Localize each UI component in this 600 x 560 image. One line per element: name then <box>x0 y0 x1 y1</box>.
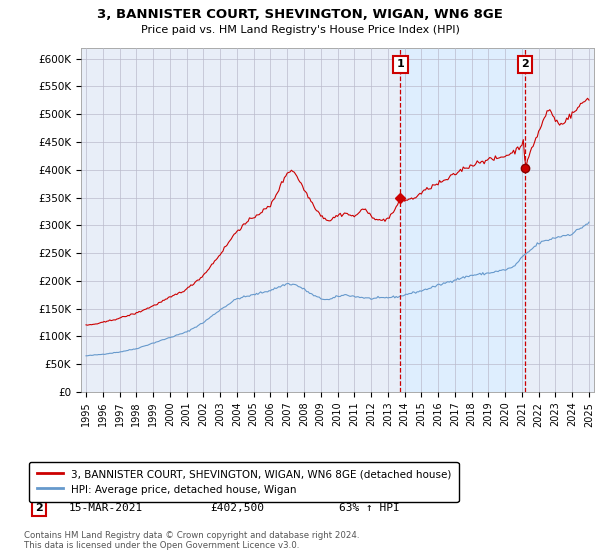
Text: 1: 1 <box>35 482 43 492</box>
Bar <box>400 48 525 392</box>
Text: Contains HM Land Registry data © Crown copyright and database right 2024.
This d: Contains HM Land Registry data © Crown c… <box>24 531 359 550</box>
Text: 1: 1 <box>397 59 404 69</box>
Text: £349,995: £349,995 <box>210 482 264 492</box>
Text: 96% ↑ HPI: 96% ↑ HPI <box>339 482 400 492</box>
Text: 03-OCT-2013: 03-OCT-2013 <box>69 482 143 492</box>
Text: 2: 2 <box>521 59 529 69</box>
Text: 2: 2 <box>35 503 43 513</box>
Legend: 3, BANNISTER COURT, SHEVINGTON, WIGAN, WN6 8GE (detached house), HPI: Average pr: 3, BANNISTER COURT, SHEVINGTON, WIGAN, W… <box>29 461 458 502</box>
Text: £402,500: £402,500 <box>210 503 264 513</box>
Text: Price paid vs. HM Land Registry's House Price Index (HPI): Price paid vs. HM Land Registry's House … <box>140 25 460 35</box>
Text: 63% ↑ HPI: 63% ↑ HPI <box>339 503 400 513</box>
Text: 15-MAR-2021: 15-MAR-2021 <box>69 503 143 513</box>
Text: 3, BANNISTER COURT, SHEVINGTON, WIGAN, WN6 8GE: 3, BANNISTER COURT, SHEVINGTON, WIGAN, W… <box>97 8 503 21</box>
